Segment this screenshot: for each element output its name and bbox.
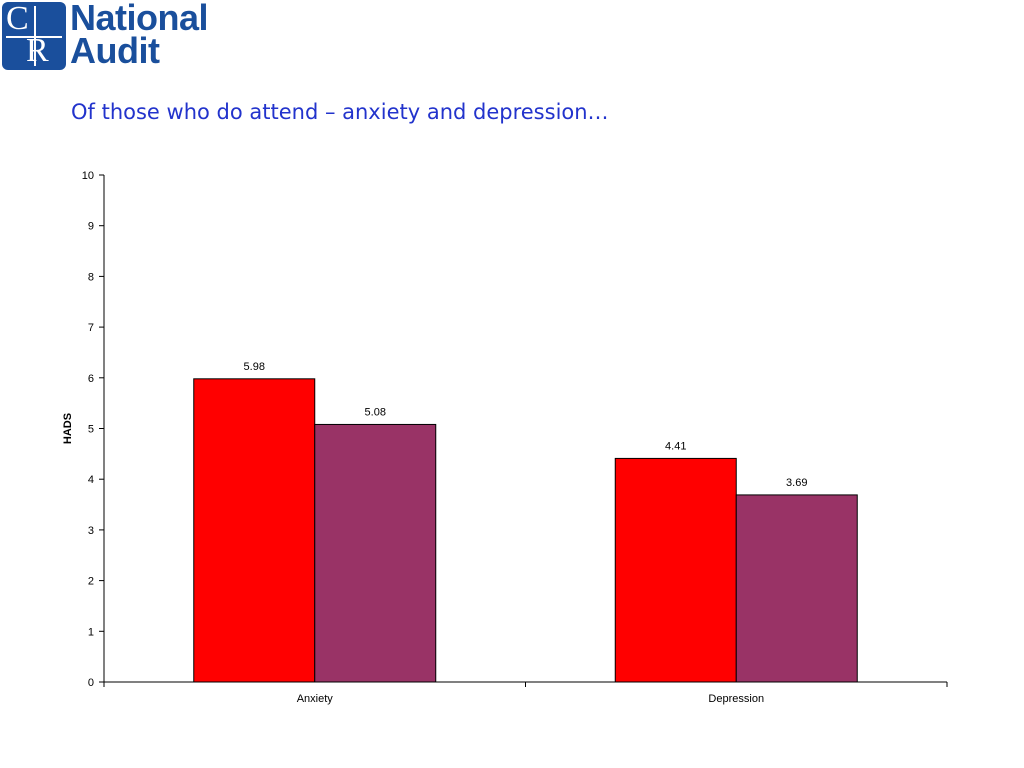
logo-wordmark: National Audit	[70, 0, 209, 71]
bar	[614, 457, 737, 683]
y-tick-label: 8	[88, 271, 94, 283]
logo-letter-c: C	[6, 0, 29, 37]
y-tick-label: 0	[88, 677, 94, 689]
y-tick-label: 5	[88, 424, 94, 436]
logo-letter-r: R	[26, 32, 49, 69]
logo-line-national: National	[70, 0, 209, 38]
bar	[314, 423, 437, 683]
bar	[735, 494, 858, 683]
data-label: 5.08	[365, 406, 386, 418]
y-tick-label: 7	[88, 322, 94, 334]
y-tick-label: 3	[88, 525, 94, 537]
national-audit-logo: C R National Audit	[2, 0, 209, 71]
logo-line-audit: Audit	[70, 30, 160, 71]
y-tick-label: 6	[88, 373, 94, 385]
cr-logo-mark: C R	[2, 2, 66, 70]
x-tick-label: Depression	[708, 693, 764, 705]
y-tick-label: 1	[88, 626, 94, 638]
data-label: 4.41	[665, 440, 686, 452]
data-label: 5.98	[244, 361, 265, 373]
y-tick-label: 4	[88, 474, 94, 486]
y-tick-label: 9	[88, 221, 94, 233]
bar	[193, 378, 316, 683]
x-tick-label: Anxiety	[297, 693, 334, 705]
page-title: Of those who do attend – anxiety and dep…	[71, 100, 609, 124]
y-tick-label: 10	[82, 170, 94, 182]
y-tick-label: 2	[88, 576, 94, 588]
data-label: 3.69	[786, 477, 807, 489]
y-axis-label: HADS	[62, 413, 74, 444]
